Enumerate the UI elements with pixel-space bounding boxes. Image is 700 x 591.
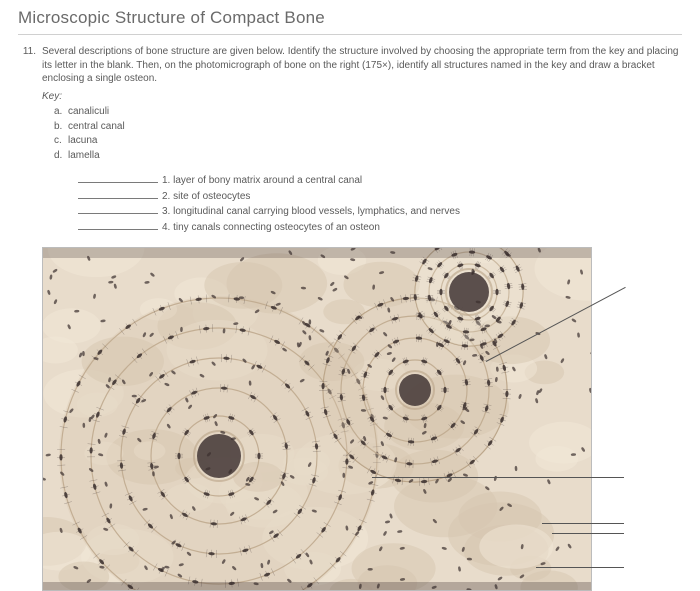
figure-area: [42, 247, 677, 591]
desc-num: 4.: [162, 220, 170, 236]
blank-row: 1. layer of bony matrix around a central…: [78, 173, 682, 189]
micrograph-svg: [43, 248, 592, 591]
question-block: 11. Several descriptions of bone structu…: [18, 45, 682, 243]
key-item: c.lacuna: [54, 134, 682, 149]
page-title: Microscopic Structure of Compact Bone: [18, 8, 682, 28]
question-text: Several descriptions of bone structure a…: [42, 45, 682, 86]
key-term: central canal: [68, 120, 125, 135]
key-list: a.canaliculi b.central canal c.lacuna d.…: [54, 105, 682, 163]
divider: [18, 34, 682, 35]
key-letter: b.: [54, 120, 68, 135]
bone-micrograph: [42, 247, 592, 591]
desc-text: layer of bony matrix around a central ca…: [173, 173, 362, 189]
blank-row: 3. longitudinal canal carrying blood ves…: [78, 204, 682, 220]
fill-blanks: 1. layer of bony matrix around a central…: [78, 173, 682, 235]
key-letter: c.: [54, 134, 68, 149]
key-term: lamella: [68, 149, 100, 164]
key-item: d.lamella: [54, 149, 682, 164]
key-item: a.canaliculi: [54, 105, 682, 120]
answer-blank[interactable]: [78, 220, 158, 230]
key-letter: d.: [54, 149, 68, 164]
desc-num: 1.: [162, 173, 170, 189]
answer-blank[interactable]: [78, 204, 158, 214]
key-term: lacuna: [68, 134, 97, 149]
desc-num: 2.: [162, 189, 170, 205]
desc-text: longitudinal canal carrying blood vessel…: [173, 204, 460, 220]
desc-num: 3.: [162, 204, 170, 220]
desc-text: site of osteocytes: [173, 189, 250, 205]
question-number: 11.: [18, 45, 42, 243]
answer-blank[interactable]: [78, 189, 158, 199]
key-label: Key:: [42, 90, 682, 104]
key-letter: a.: [54, 105, 68, 120]
answer-blank[interactable]: [78, 173, 158, 183]
key-item: b.central canal: [54, 120, 682, 135]
key-term: canaliculi: [68, 105, 109, 120]
blank-row: 2. site of osteocytes: [78, 189, 682, 205]
desc-text: tiny canals connecting osteocytes of an …: [173, 220, 380, 236]
blank-row: 4. tiny canals connecting osteocytes of …: [78, 220, 682, 236]
